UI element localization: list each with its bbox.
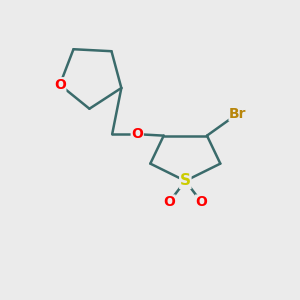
- Text: O: O: [163, 195, 175, 209]
- Text: O: O: [54, 78, 66, 92]
- Text: O: O: [131, 127, 143, 141]
- Text: S: S: [180, 173, 191, 188]
- Text: O: O: [196, 195, 208, 209]
- Text: Br: Br: [229, 106, 247, 121]
